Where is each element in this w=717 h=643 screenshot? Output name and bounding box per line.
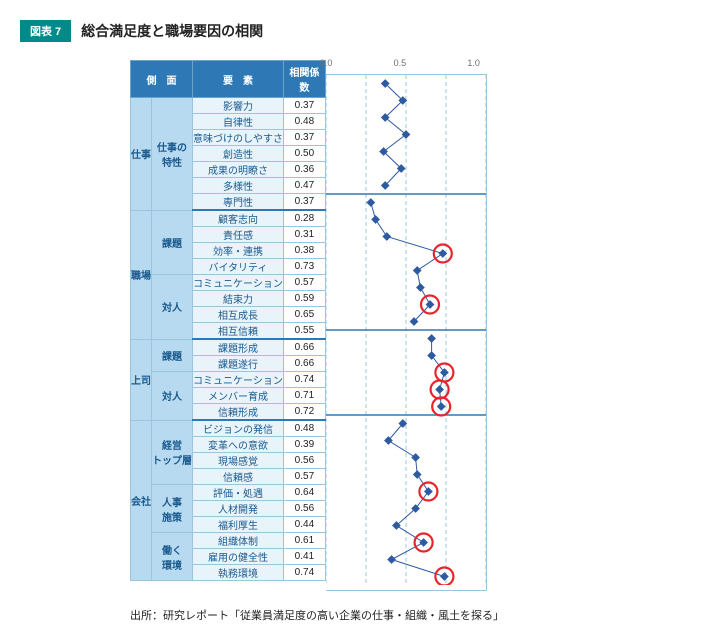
coefficient-cell: 0.37	[283, 130, 325, 146]
coefficient-cell: 0.61	[283, 533, 325, 549]
element-cell: 効率・連携	[193, 243, 284, 259]
coefficient-cell: 0.74	[283, 372, 325, 388]
coefficient-cell: 0.39	[283, 437, 325, 453]
tick-1: 0.5	[394, 58, 407, 68]
element-cell: 自律性	[193, 114, 284, 130]
element-cell: 創造性	[193, 146, 284, 162]
element-cell: コミュニケーション	[193, 372, 284, 388]
correlation-table: 側 面 要 素 相関係数 仕事仕事の特性影響力0.37自律性0.48意味づけのし…	[130, 60, 326, 581]
coefficient-cell: 0.72	[283, 404, 325, 421]
coefficient-cell: 0.66	[283, 339, 325, 356]
coefficient-cell: 0.36	[283, 162, 325, 178]
element-cell: メンバー育成	[193, 388, 284, 404]
coefficient-cell: 0.74	[283, 565, 325, 581]
coefficient-cell: 0.55	[283, 323, 325, 340]
element-cell: ビジョンの発信	[193, 420, 284, 437]
element-cell: 執務環境	[193, 565, 284, 581]
element-cell: 多様性	[193, 178, 284, 194]
coefficient-cell: 0.48	[283, 114, 325, 130]
element-cell: 評価・処遇	[193, 485, 284, 501]
aspect-cell: 仕事	[131, 98, 152, 211]
element-cell: 成果の明瞭さ	[193, 162, 284, 178]
coefficient-cell: 0.57	[283, 469, 325, 485]
aspect-cell: 会社	[131, 420, 152, 581]
element-cell: 信頼形成	[193, 404, 284, 421]
figure-tag: 図表 7	[20, 20, 71, 42]
figure-header: 図表 7 総合満足度と職場要因の相関	[20, 20, 697, 42]
element-cell: 結束力	[193, 291, 284, 307]
coefficient-cell: 0.44	[283, 517, 325, 533]
element-cell: 専門性	[193, 194, 284, 211]
figure-body: 側 面 要 素 相関係数 仕事仕事の特性影響力0.37自律性0.48意味づけのし…	[130, 60, 697, 591]
coefficient-cell: 0.71	[283, 388, 325, 404]
subcategory-cell: 課題	[152, 210, 193, 275]
col-element: 要 素	[193, 61, 284, 98]
coefficient-cell: 0.56	[283, 501, 325, 517]
chart-block: 0.0 0.5 1.0	[326, 60, 487, 591]
coefficient-cell: 0.37	[283, 194, 325, 211]
element-cell: バイタリティ	[193, 259, 284, 275]
element-cell: 相互信頼	[193, 323, 284, 340]
element-cell: 課題遂行	[193, 356, 284, 372]
element-cell: 課題形成	[193, 339, 284, 356]
coefficient-cell: 0.56	[283, 453, 325, 469]
coefficient-cell: 0.38	[283, 243, 325, 259]
coefficient-cell: 0.28	[283, 210, 325, 227]
figure-source: 出所：研究レポート「従業員満足度の高い企業の仕事・組織・風土を探る」	[130, 607, 697, 623]
dot-chart	[326, 74, 487, 591]
tick-2: 1.0	[467, 58, 480, 68]
subcategory-cell: 課題	[152, 339, 193, 372]
aspect-cell: 上司	[131, 339, 152, 420]
subcategory-cell: 対人	[152, 372, 193, 421]
coefficient-cell: 0.41	[283, 549, 325, 565]
element-cell: 信頼感	[193, 469, 284, 485]
element-cell: 責任感	[193, 227, 284, 243]
subcategory-cell: 人事施策	[152, 485, 193, 533]
element-cell: 現場感覚	[193, 453, 284, 469]
subcategory-cell: 働く環境	[152, 533, 193, 581]
coefficient-cell: 0.37	[283, 98, 325, 114]
coefficient-cell: 0.57	[283, 275, 325, 291]
element-cell: コミュニケーション	[193, 275, 284, 291]
element-cell: 組織体制	[193, 533, 284, 549]
element-cell: 相互成長	[193, 307, 284, 323]
element-cell: 影響力	[193, 98, 284, 114]
coefficient-cell: 0.50	[283, 146, 325, 162]
coefficient-cell: 0.48	[283, 420, 325, 437]
chart-axis-labels: 0.0 0.5 1.0	[320, 58, 480, 68]
element-cell: 顧客志向	[193, 210, 284, 227]
element-cell: 雇用の健全性	[193, 549, 284, 565]
coefficient-cell: 0.31	[283, 227, 325, 243]
coefficient-cell: 0.64	[283, 485, 325, 501]
coefficient-cell: 0.65	[283, 307, 325, 323]
coefficient-cell: 0.47	[283, 178, 325, 194]
element-cell: 福利厚生	[193, 517, 284, 533]
coefficient-cell: 0.66	[283, 356, 325, 372]
tick-0: 0.0	[320, 58, 333, 68]
col-aspect: 側 面	[131, 61, 193, 98]
figure-title: 総合満足度と職場要因の相関	[81, 21, 263, 41]
aspect-cell: 職場	[131, 210, 152, 339]
coefficient-cell: 0.59	[283, 291, 325, 307]
element-cell: 変革への意欲	[193, 437, 284, 453]
subcategory-cell: 経営トップ層	[152, 420, 193, 485]
element-cell: 人材開発	[193, 501, 284, 517]
subcategory-cell: 仕事の特性	[152, 98, 193, 211]
subcategory-cell: 対人	[152, 275, 193, 340]
coefficient-cell: 0.73	[283, 259, 325, 275]
element-cell: 意味づけのしやすさ	[193, 130, 284, 146]
